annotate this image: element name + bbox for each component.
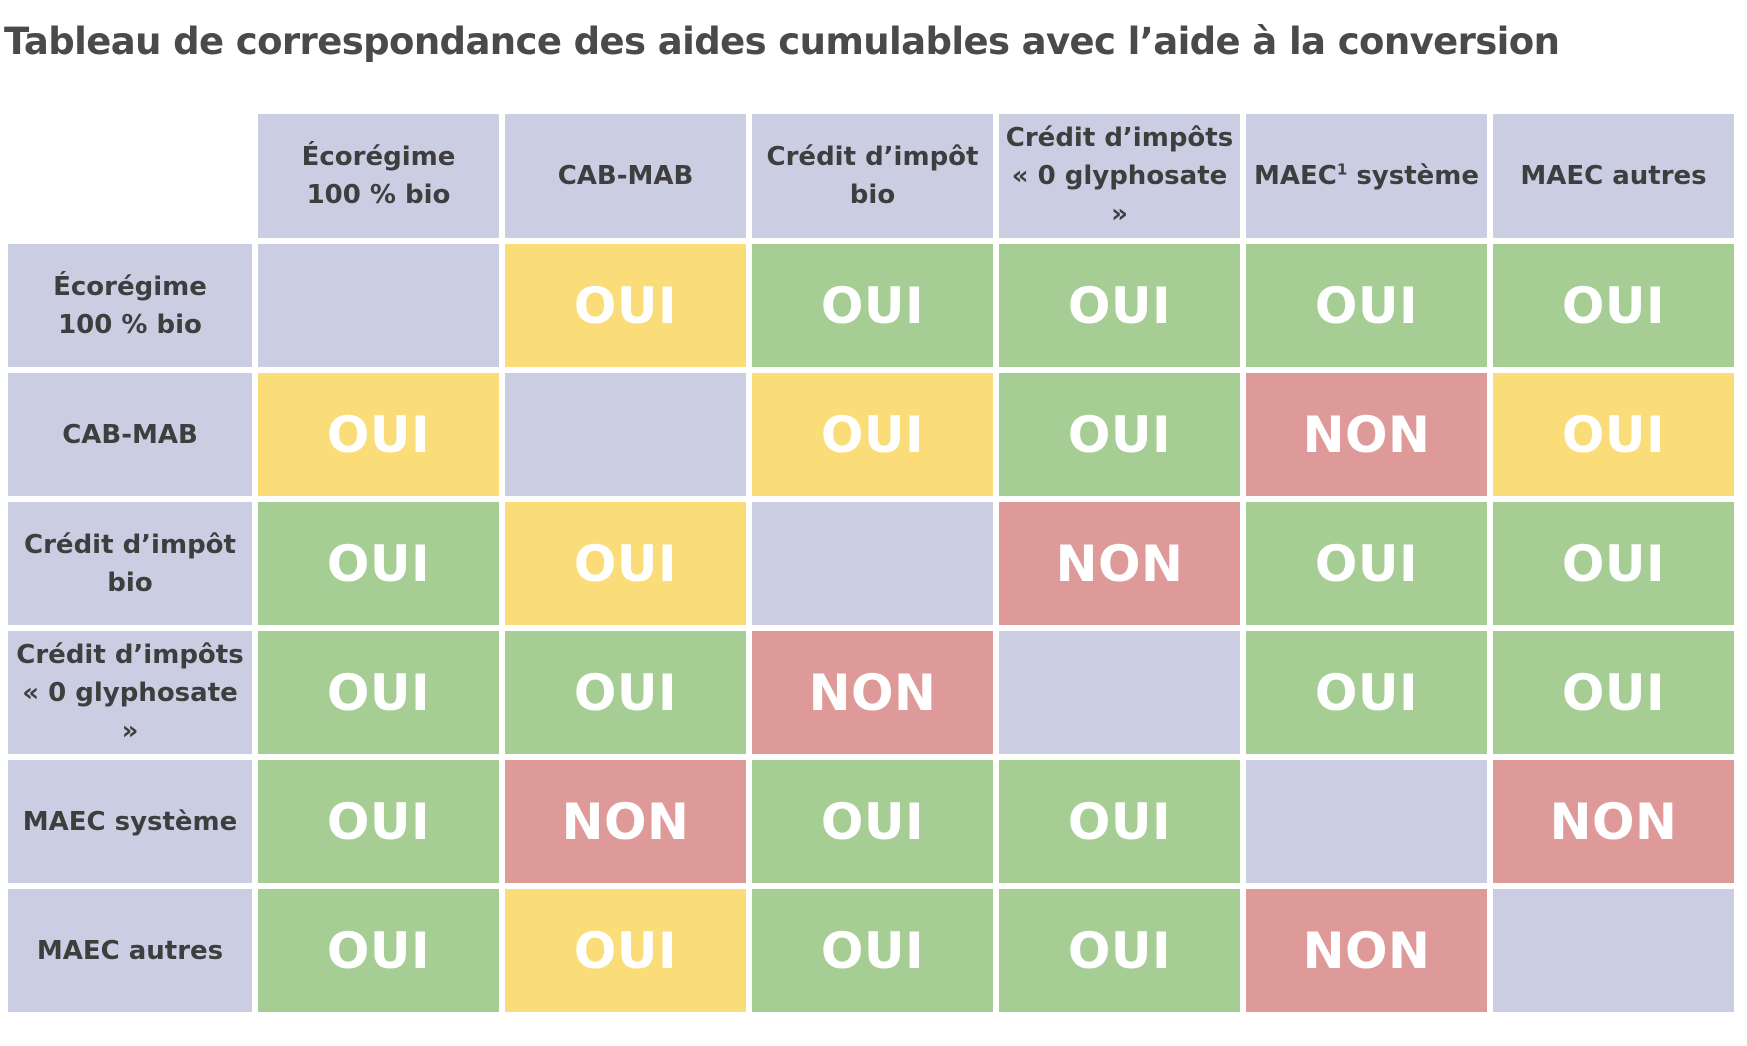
- table-cell: OUI: [505, 631, 746, 754]
- table-cell-empty: [752, 502, 993, 625]
- table-corner: [8, 114, 252, 238]
- table-cell: NON: [1246, 373, 1487, 496]
- row-header: CAB-MAB: [8, 373, 252, 496]
- table-cell: NON: [999, 502, 1240, 625]
- table-cell: OUI: [505, 889, 746, 1012]
- row-header-line: CAB-MAB: [62, 419, 198, 450]
- table-cell: OUI: [505, 502, 746, 625]
- row-header: MAEC système: [8, 760, 252, 883]
- column-header-line: système: [1347, 161, 1480, 191]
- column-header-line: Crédit d’impôts: [1005, 123, 1234, 153]
- table-cell: OUI: [752, 373, 993, 496]
- table-cell: OUI: [1493, 502, 1734, 625]
- row-header: Écorégime 100 % bio: [8, 244, 252, 367]
- table-cell: OUI: [505, 244, 746, 367]
- table-cell: OUI: [1493, 244, 1734, 367]
- table-cell: OUI: [752, 760, 993, 883]
- compatibility-table: Écorégime 100 % bio CAB-MAB Crédit d’impô…: [8, 114, 1745, 1012]
- table-cell: NON: [505, 760, 746, 883]
- table-cell-empty: [1246, 760, 1487, 883]
- table-cell: OUI: [258, 502, 499, 625]
- page-title: Tableau de correspondance des aides cumu…: [4, 20, 1560, 63]
- table-cell: NON: [1493, 760, 1734, 883]
- row-header-line: MAEC autres: [36, 935, 224, 966]
- column-header-line: Écorégime: [301, 142, 456, 172]
- row-header: MAEC autres: [8, 889, 252, 1012]
- table-cell: OUI: [1493, 631, 1734, 754]
- table-cell: OUI: [752, 889, 993, 1012]
- column-header-credit-impot-bio: Crédit d’impôt bio: [752, 114, 993, 238]
- table-cell: OUI: [1246, 502, 1487, 625]
- column-header-line: 100 % bio: [306, 180, 451, 210]
- column-header-line: Crédit d’impôt: [766, 142, 979, 172]
- footnote-marker: 1: [1336, 160, 1348, 179]
- table-cell: NON: [1246, 889, 1487, 1012]
- row-header-line: Écorégime: [53, 271, 207, 302]
- table-cell: OUI: [999, 244, 1240, 367]
- column-header-maec-systeme: MAEC1 système: [1246, 114, 1487, 238]
- row-header-line: MAEC système: [22, 806, 238, 837]
- table-cell: OUI: [258, 889, 499, 1012]
- table-cell: OUI: [258, 631, 499, 754]
- row-header-line: Crédit d’impôts: [16, 639, 244, 670]
- table-cell: OUI: [1246, 631, 1487, 754]
- table-cell: OUI: [752, 244, 993, 367]
- table-cell: OUI: [258, 373, 499, 496]
- table-cell: NON: [752, 631, 993, 754]
- column-header-cab-mab: CAB-MAB: [505, 114, 746, 238]
- table-cell: OUI: [258, 760, 499, 883]
- row-header-line: « 0 glyphosate »: [22, 677, 238, 746]
- column-header-maec-autres: MAEC autres: [1493, 114, 1734, 238]
- row-header-line: Crédit d’impôt: [24, 529, 236, 560]
- row-header: Crédit d’impôts « 0 glyphosate »: [8, 631, 252, 754]
- row-header-line: 100 % bio: [58, 309, 202, 340]
- column-header-line: bio: [849, 180, 896, 210]
- table-cell-empty: [999, 631, 1240, 754]
- table-cell-empty: [258, 244, 499, 367]
- table-cell-empty: [505, 373, 746, 496]
- table-cell: OUI: [1246, 244, 1487, 367]
- column-header-line: « 0 glyphosate »: [1011, 161, 1228, 229]
- column-header-line: MAEC: [1253, 161, 1337, 191]
- column-header-line: CAB-MAB: [557, 161, 694, 191]
- table-cell: OUI: [999, 889, 1240, 1012]
- table-cell-empty: [1493, 889, 1734, 1012]
- column-header-line: MAEC autres: [1520, 161, 1707, 191]
- column-header-credit-impots-glyphosate: Crédit d’impôts « 0 glyphosate »: [999, 114, 1240, 238]
- table-cell: OUI: [999, 760, 1240, 883]
- table-cell: OUI: [1493, 373, 1734, 496]
- column-header-ecoregime: Écorégime 100 % bio: [258, 114, 499, 238]
- row-header-line: bio: [107, 567, 153, 598]
- table-cell: OUI: [999, 373, 1240, 496]
- row-header: Crédit d’impôt bio: [8, 502, 252, 625]
